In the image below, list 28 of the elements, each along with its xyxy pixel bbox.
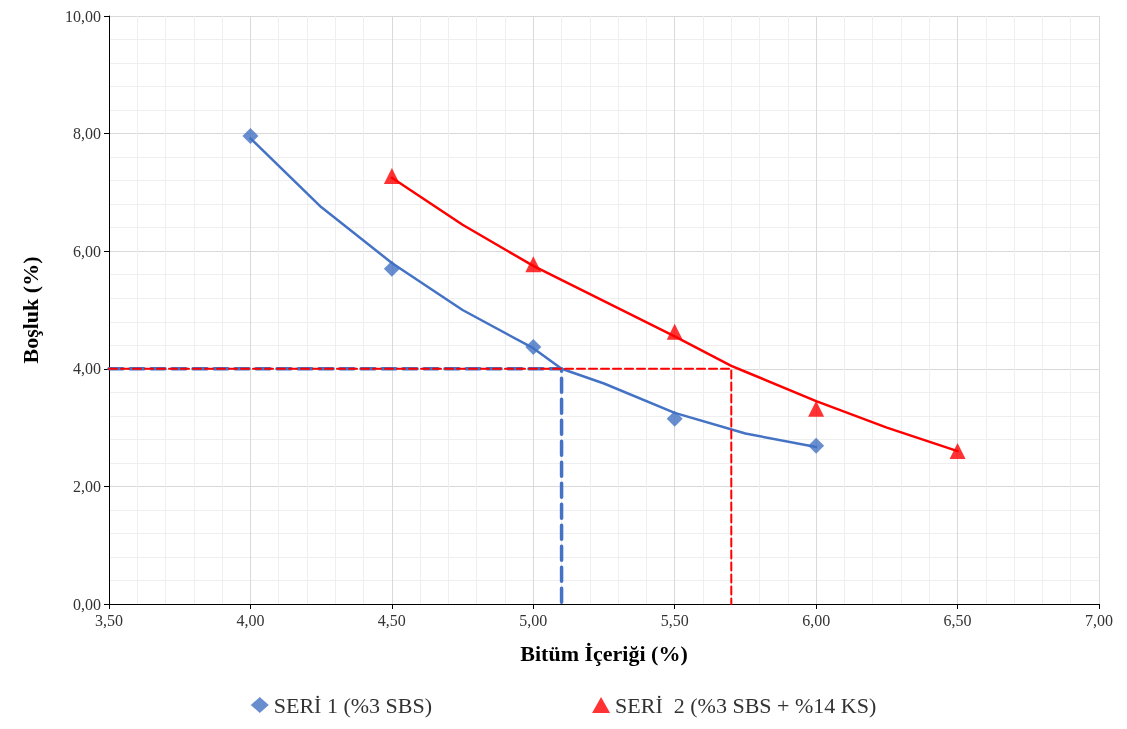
x-tick-label: 5,50 (660, 611, 689, 629)
y-axis-title: Boşluk (%) (17, 256, 43, 364)
point (949, 443, 966, 460)
point (808, 400, 825, 417)
x-tick-label: 6,50 (943, 611, 972, 629)
legend-label: SERİ 2 (%3 SBS + %14 KS) (615, 692, 877, 718)
point (525, 339, 542, 356)
legend-label: SERİ 1 (%3 SBS) (273, 692, 433, 718)
x-axis-title: Bitüm İçeriği (%) (520, 640, 688, 666)
point (666, 410, 683, 427)
x-tick-label: 5,00 (519, 611, 548, 629)
point (808, 437, 825, 454)
x-tick-label: 4,00 (236, 611, 265, 629)
x-tick-label: 6,00 (802, 611, 831, 629)
point (666, 323, 683, 340)
point (383, 260, 400, 277)
y-tick-label: 4,00 (73, 360, 101, 378)
point (383, 167, 400, 184)
point (242, 127, 259, 144)
y-tick-label: 0,00 (73, 595, 101, 613)
x-tick-label: 7,00 (1085, 611, 1113, 629)
y-tick-label: 10,00 (65, 7, 101, 25)
point (525, 256, 542, 273)
x-tick-label: 3,50 (95, 611, 123, 629)
y-tick-label: 8,00 (73, 125, 101, 143)
x-tick-label: 4,50 (377, 611, 406, 629)
y-tick-label: 2,00 (73, 477, 101, 495)
y-tick-label: 6,00 (73, 242, 101, 260)
